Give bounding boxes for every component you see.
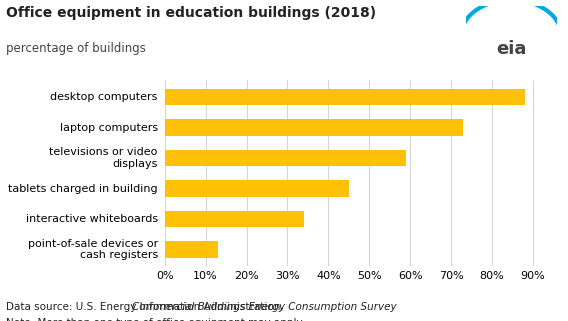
Text: Office equipment in education buildings (2018): Office equipment in education buildings … [6,6,376,21]
Text: Note: More than one type of office equipment may apply.: Note: More than one type of office equip… [6,318,304,321]
Bar [165,119,463,136]
Text: percentage of buildings: percentage of buildings [6,42,145,55]
Bar [165,211,304,228]
Bar [165,150,406,167]
Text: Data source: U.S. Energy Information Administration,: Data source: U.S. Energy Information Adm… [6,302,287,312]
Bar [165,180,349,197]
Bar [165,89,525,106]
Text: Commercial Buildings Energy Consumption Survey: Commercial Buildings Energy Consumption … [132,302,396,312]
Text: eia: eia [496,40,527,58]
Bar [165,241,218,258]
